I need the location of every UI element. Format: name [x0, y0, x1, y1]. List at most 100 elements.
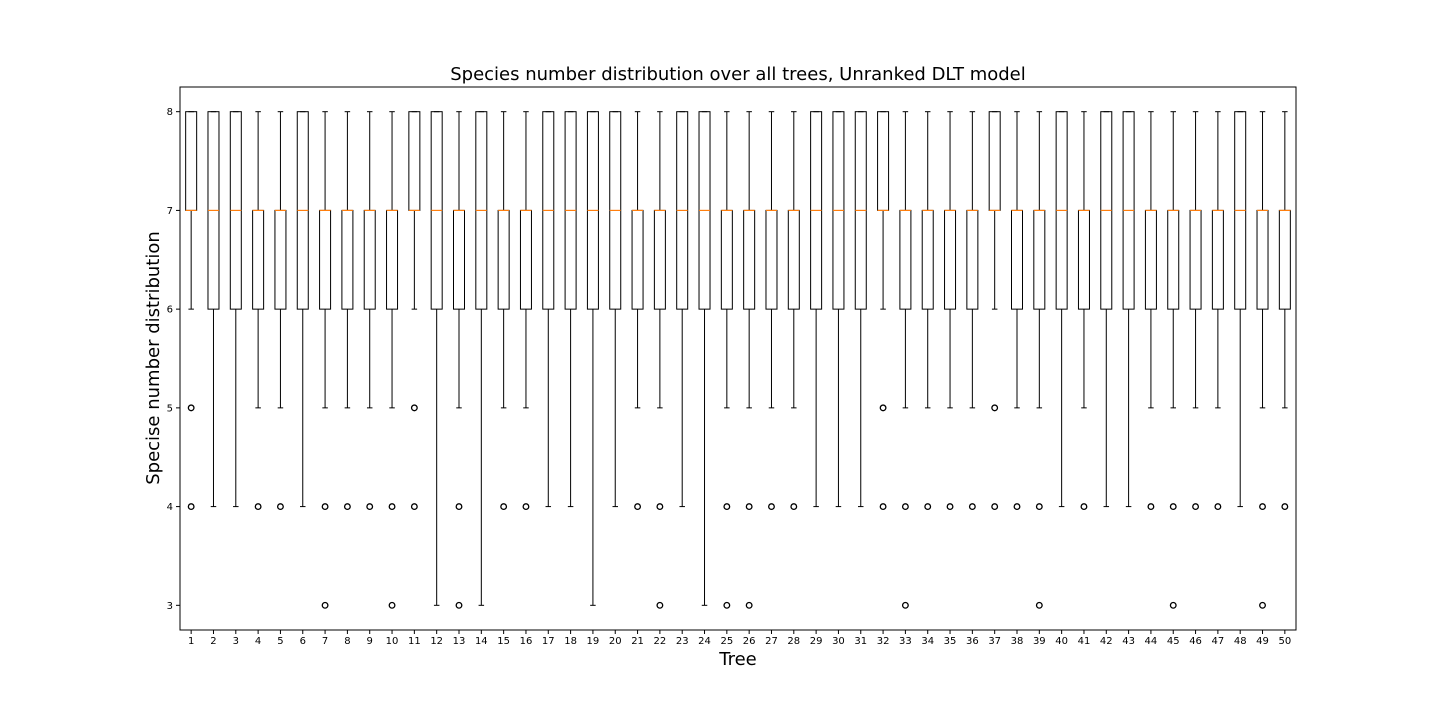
box-tree-35: 35 [944, 111, 957, 647]
iqr-box [497, 209, 510, 310]
outlier-point [1281, 503, 1289, 511]
outlier-point [901, 601, 909, 609]
x-tick-label-18: 18 [564, 636, 577, 647]
box-tree-42: 42 [1100, 111, 1113, 647]
box-tree-50: 50 [1278, 111, 1291, 647]
y-tick-label-4: 4 [167, 502, 173, 513]
box-tree-44: 44 [1145, 111, 1158, 647]
box-tree-28: 28 [787, 111, 800, 647]
x-tick-label-19: 19 [587, 636, 600, 647]
outlier-point [968, 503, 976, 511]
x-tick-label-16: 16 [520, 636, 533, 647]
box-tree-12: 12 [430, 111, 443, 647]
outlier-point [522, 503, 530, 511]
box-tree-1: 1 [185, 111, 198, 647]
x-tick-label-10: 10 [386, 636, 399, 647]
box-tree-38: 38 [1011, 111, 1023, 647]
outlier-point [500, 503, 508, 511]
iqr-box [185, 111, 198, 211]
x-tick-label-44: 44 [1145, 636, 1158, 647]
outlier-point [745, 503, 753, 511]
outlier-point [187, 503, 195, 511]
outlier-point [410, 503, 418, 511]
outlier-point [790, 503, 798, 511]
x-tick-label-3: 3 [233, 636, 239, 647]
x-tick-label-45: 45 [1167, 636, 1180, 647]
x-tick-label-49: 49 [1256, 636, 1269, 647]
iqr-box [653, 209, 666, 310]
box-tree-5: 5 [274, 111, 287, 647]
outlier-point [254, 503, 262, 511]
outlier-point [388, 503, 396, 511]
outlier-point [455, 601, 463, 609]
box-tree-47: 47 [1211, 111, 1224, 647]
box-tree-9: 9 [363, 111, 376, 647]
outlier-point [321, 601, 329, 609]
outlier-point [991, 404, 999, 412]
x-tick-label-27: 27 [765, 636, 778, 647]
y-tick-label-6: 6 [167, 305, 173, 316]
box-tree-25: 25 [720, 111, 733, 647]
chart-title: Species number distribution over all tre… [450, 64, 1026, 85]
x-tick-label-6: 6 [300, 636, 306, 647]
x-tick-label-48: 48 [1234, 636, 1247, 647]
iqr-box [899, 209, 912, 310]
outlier-point [410, 404, 418, 412]
outlier-point [1214, 503, 1222, 511]
iqr-box [1011, 209, 1023, 310]
box-tree-31: 31 [854, 111, 867, 647]
outlier-point [723, 503, 731, 511]
box-tree-40: 40 [1055, 111, 1068, 647]
outlier-point [656, 601, 664, 609]
x-tick-label-42: 42 [1100, 636, 1113, 647]
iqr-box [363, 209, 376, 310]
iqr-box [1167, 209, 1180, 310]
x-tick-label-12: 12 [430, 636, 443, 647]
iqr-box [408, 111, 421, 211]
box-tree-46: 46 [1189, 111, 1202, 647]
iqr-box [1211, 209, 1224, 310]
x-tick-label-5: 5 [277, 636, 283, 647]
box-tree-43: 43 [1122, 111, 1135, 647]
box-tree-16: 16 [520, 111, 533, 647]
x-tick-label-29: 29 [810, 636, 823, 647]
box-tree-8: 8 [341, 111, 354, 647]
box-tree-24: 24 [698, 111, 711, 647]
x-tick-label-34: 34 [921, 636, 934, 647]
x-tick-label-11: 11 [408, 636, 421, 647]
x-tick-label-13: 13 [453, 636, 466, 647]
box-tree-29: 29 [810, 111, 823, 647]
x-tick-label-22: 22 [654, 636, 667, 647]
box-tree-48: 48 [1234, 111, 1247, 647]
outlier-point [1147, 503, 1155, 511]
box-tree-27: 27 [765, 111, 778, 647]
x-tick-label-41: 41 [1078, 636, 1091, 647]
box-tree-45: 45 [1167, 111, 1180, 647]
x-tick-label-23: 23 [676, 636, 689, 647]
x-tick-label-17: 17 [542, 636, 555, 647]
x-tick-label-26: 26 [743, 636, 756, 647]
outlier-point [1259, 601, 1266, 609]
box-tree-13: 13 [453, 111, 466, 647]
box-tree-26: 26 [743, 111, 756, 647]
box-tree-39: 39 [1033, 111, 1046, 647]
iqr-box [944, 209, 957, 310]
outlier-point [879, 503, 887, 511]
x-tick-label-20: 20 [609, 636, 622, 647]
y-tick-label-3: 3 [167, 601, 173, 612]
x-tick-label-37: 37 [988, 636, 1001, 647]
y-axis-label: Specise number distribution [143, 231, 164, 485]
iqr-box [631, 209, 644, 310]
x-tick-label-35: 35 [944, 636, 957, 647]
iqr-box [252, 209, 265, 310]
x-tick-label-14: 14 [475, 636, 488, 647]
iqr-box [787, 209, 800, 310]
box-tree-11: 11 [408, 111, 421, 647]
outlier-point [879, 404, 887, 412]
iqr-box [1278, 209, 1291, 310]
box-tree-37: 37 [988, 111, 1001, 647]
x-tick-label-1: 1 [188, 636, 194, 647]
x-tick-label-40: 40 [1055, 636, 1068, 647]
box-tree-3: 3 [229, 111, 242, 647]
